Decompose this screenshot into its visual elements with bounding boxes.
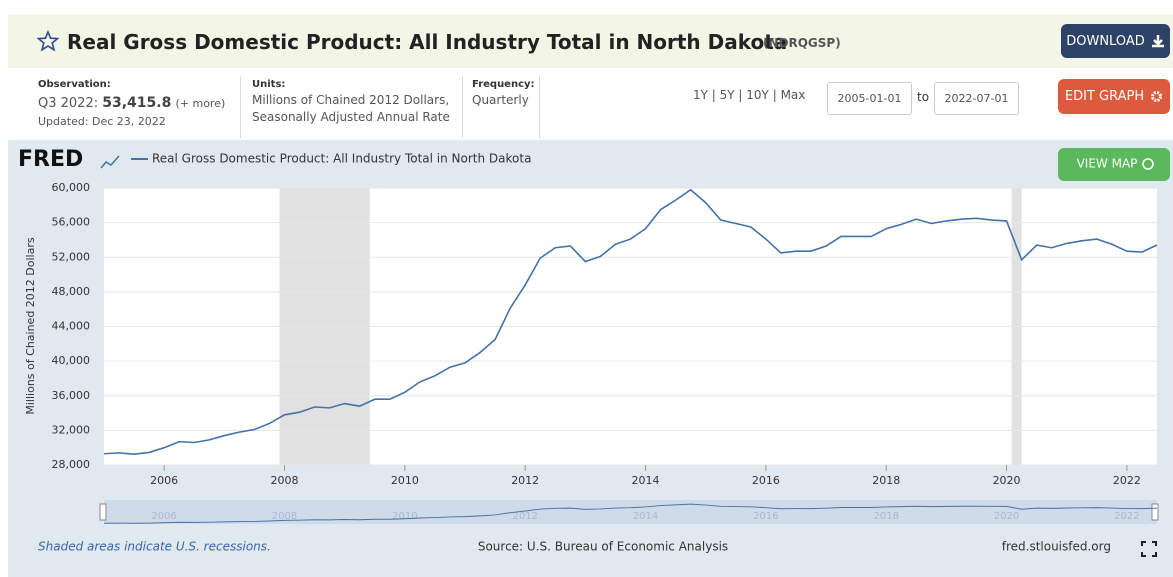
units-label: Units: xyxy=(252,79,286,90)
legend-label: Real Gross Domestic Product: All Industr… xyxy=(152,152,531,166)
x-tick-label: 2018 xyxy=(872,474,900,487)
y-tick-label: 44,000 xyxy=(52,320,91,333)
navigator-handle[interactable] xyxy=(1151,503,1159,521)
observation-period: Q3 2022: xyxy=(38,96,99,111)
divider xyxy=(462,76,463,138)
y-tick-label: 28,000 xyxy=(52,458,91,471)
x-tick-label: 2020 xyxy=(993,474,1021,487)
site: fred.stlouisfed.org xyxy=(1002,540,1111,554)
to-label: to xyxy=(917,90,930,104)
globe-icon xyxy=(1142,158,1154,170)
updated: Updated: Dec 23, 2022 xyxy=(38,115,166,128)
navigator-label: 2012 xyxy=(512,511,537,522)
chart: FRED Real Gross Domestic Product: All In… xyxy=(8,140,1173,577)
navigator-label: 2018 xyxy=(874,511,899,522)
range-button[interactable]: 10Y xyxy=(746,88,769,102)
download-button[interactable]: DOWNLOAD xyxy=(1061,24,1170,58)
navigator-label: 2014 xyxy=(633,511,658,522)
star-icon[interactable] xyxy=(37,30,59,52)
y-tick-label: 40,000 xyxy=(52,354,91,367)
y-tick-label: 52,000 xyxy=(52,250,91,263)
navigator-label: 2022 xyxy=(1114,511,1139,522)
x-tick-label: 2016 xyxy=(752,474,780,487)
range-buttons: 1Y | 5Y | 10Y | Max xyxy=(693,88,805,102)
more-link[interactable]: (+ more) xyxy=(175,97,226,110)
download-icon xyxy=(1151,35,1164,48)
y-tick-label: 48,000 xyxy=(52,285,91,298)
y-axis-label: Millions of Chained 2012 Dollars xyxy=(24,237,37,414)
header-bar xyxy=(8,14,1173,68)
x-tick-label: 2014 xyxy=(632,474,660,487)
navigator-line xyxy=(103,503,1158,524)
gear-icon xyxy=(1151,91,1163,102)
frequency: Quarterly xyxy=(472,93,529,107)
recession-note: Shaded areas indicate U.S. recessions. xyxy=(38,540,271,554)
logo-icon xyxy=(100,155,120,169)
divider xyxy=(240,76,241,138)
fullscreen-icon[interactable] xyxy=(1141,541,1157,557)
logo: FRED xyxy=(18,147,83,172)
series-id: (NDRQGSP) xyxy=(763,36,841,50)
navigator-label: 2010 xyxy=(392,511,417,522)
download-label: DOWNLOAD xyxy=(1066,33,1145,49)
x-tick-label: 2008 xyxy=(271,474,299,487)
divider xyxy=(539,76,540,138)
observation-value: 53,415.8 xyxy=(102,95,172,111)
range-button[interactable]: Max xyxy=(780,88,806,102)
edit-graph-label: EDIT GRAPH xyxy=(1064,89,1145,104)
view-map-label: VIEW MAP xyxy=(1077,157,1138,171)
x-tick-label: 2010 xyxy=(391,474,419,487)
frequency-label: Frequency: xyxy=(472,79,535,90)
x-tick-label: 2006 xyxy=(150,474,178,487)
x-tick-label: 2012 xyxy=(511,474,539,487)
view-map-button[interactable] xyxy=(1058,148,1170,181)
y-tick-label: 32,000 xyxy=(52,423,91,436)
navigator-label: 2006 xyxy=(151,511,176,522)
observation-label: Observation: xyxy=(38,79,111,90)
separator: | xyxy=(734,88,747,102)
navigator xyxy=(104,500,1157,524)
navigator-label: 2016 xyxy=(753,511,778,522)
edit-graph-button[interactable]: EDIT GRAPH xyxy=(1058,79,1170,114)
date-from[interactable]: 2005-01-01 xyxy=(827,82,912,115)
range-button[interactable]: 5Y xyxy=(719,88,735,102)
navigator-handle[interactable] xyxy=(99,503,107,521)
navigator-label: 2008 xyxy=(272,511,297,522)
x-tick-label: 2022 xyxy=(1113,474,1141,487)
units-line: Millions of Chained 2012 Dollars, xyxy=(252,93,450,107)
separator: | xyxy=(768,88,781,102)
range-button[interactable]: 1Y xyxy=(693,88,708,102)
navigator-label: 2020 xyxy=(994,511,1019,522)
y-tick-label: 56,000 xyxy=(52,216,91,229)
units-line: Seasonally Adjusted Annual Rate xyxy=(252,110,450,124)
series-line xyxy=(103,188,1158,455)
y-tick-label: 60,000 xyxy=(52,181,91,194)
date-to[interactable]: 2022-07-01 xyxy=(934,82,1019,115)
source: Source: U.S. Bureau of Economic Analysis xyxy=(478,540,728,554)
title: Real Gross Domestic Product: All Industr… xyxy=(67,30,788,54)
y-tick-label: 36,000 xyxy=(52,389,91,402)
separator: | xyxy=(707,88,720,102)
